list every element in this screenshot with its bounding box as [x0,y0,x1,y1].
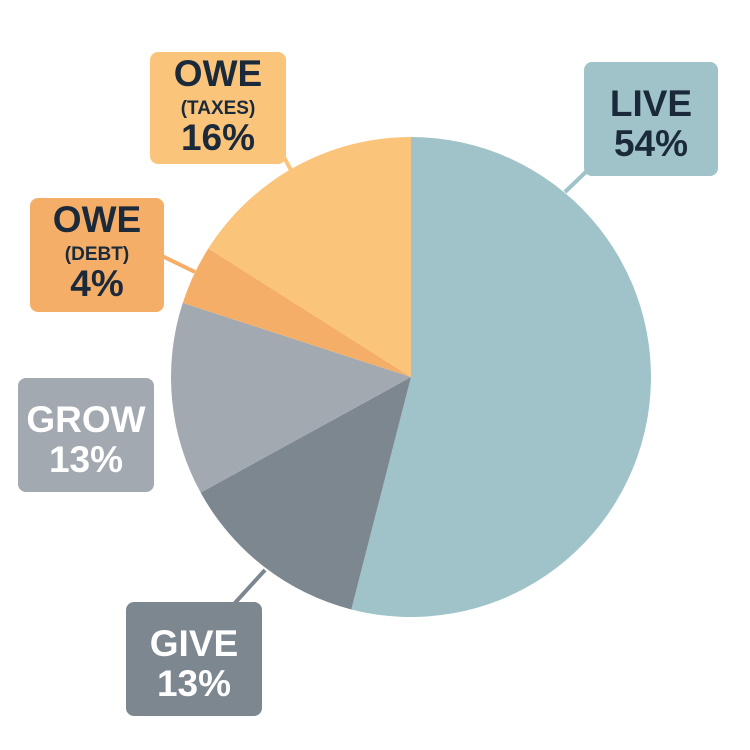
slice-label-box: OWE (DEBT)4% [30,198,164,312]
slice-value: 4% [70,263,123,304]
slice-label-box: OWE (TAXES)16% [150,52,286,164]
slice-value: 16% [181,117,255,158]
slice-value: 13% [49,439,123,480]
label-box-background [30,198,164,312]
slice-sublabel: (TAXES) [181,98,256,119]
pie-slice-owe-taxes [208,137,411,377]
slice-name: LIVE [610,83,692,124]
pie-slices [171,137,651,617]
pie-slice-owe-debt [182,248,411,377]
slice-sublabel: (DEBT) [65,244,129,265]
slice-value: 13% [157,663,231,704]
label-box-background [150,52,286,164]
slice-name: GROW [26,399,145,440]
connector-line [159,253,196,274]
slice-value: 54% [614,123,688,164]
label-box-background [18,378,154,492]
pie-slice-grow [171,302,411,493]
slice-name: OWE [53,199,141,240]
connector-line [232,568,267,606]
label-box-background [126,602,262,716]
pie-slice-give [200,377,411,610]
slice-labels: LIVE54%GIVE13%GROW13%OWE(DEBT)4%OWE(TAXE… [18,52,718,716]
pie-slice-live [351,137,651,617]
slice-name: GIVE [150,623,238,664]
slice-name: OWE [174,53,262,94]
label-box-background [584,62,718,176]
